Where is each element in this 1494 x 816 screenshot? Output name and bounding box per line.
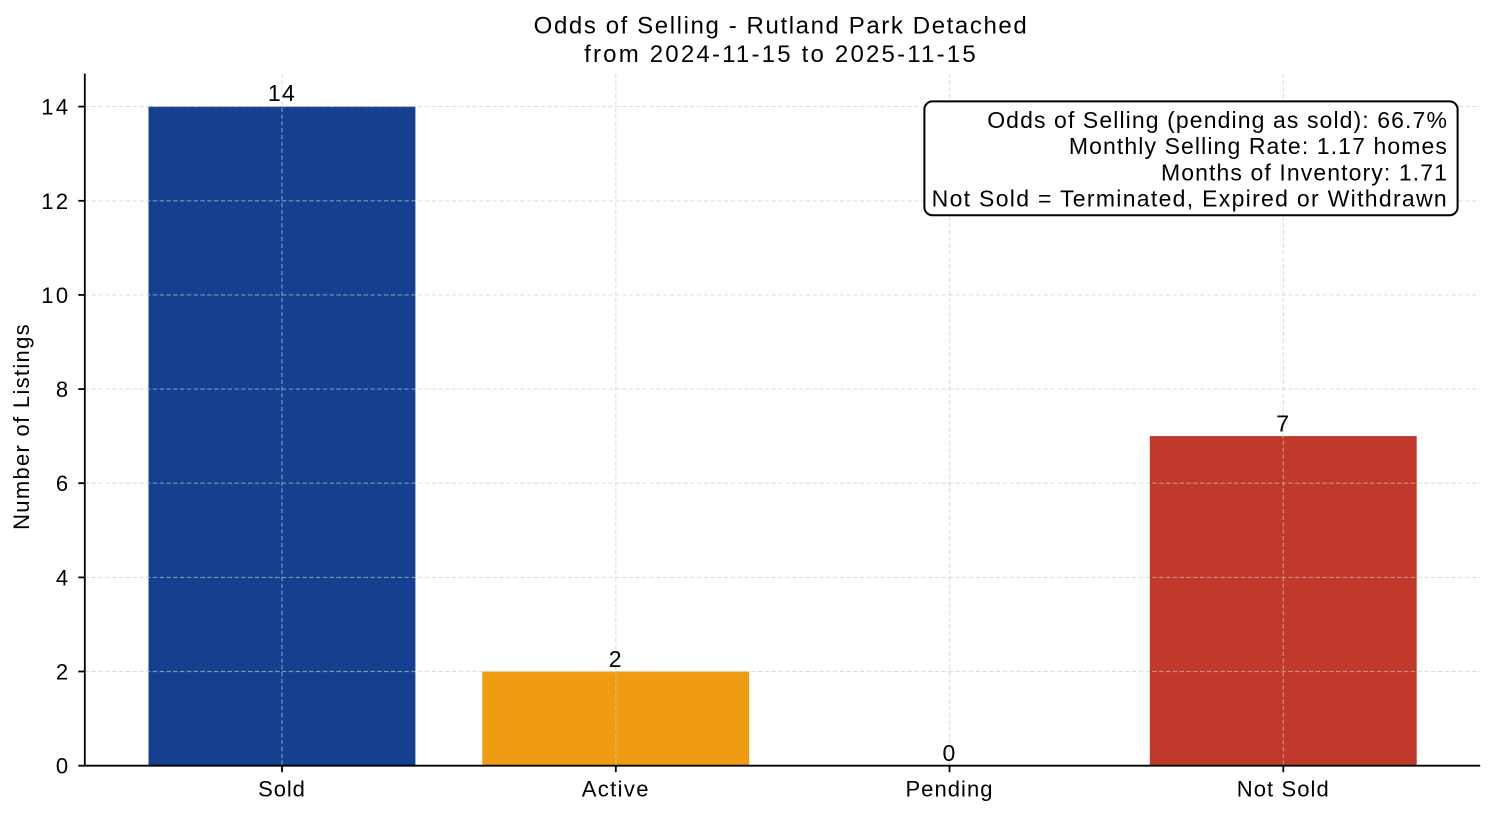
svg-text:14: 14	[41, 95, 70, 120]
svg-text:12: 12	[41, 189, 70, 214]
svg-text:Odds of Selling - Rutland Park: Odds of Selling - Rutland Park Detached	[534, 13, 1029, 40]
svg-text:Not Sold: Not Sold	[1237, 777, 1330, 802]
svg-text:Odds of Selling (pending as so: Odds of Selling (pending as sold): 66.7%	[987, 107, 1448, 133]
svg-text:0: 0	[942, 740, 956, 766]
svg-text:14: 14	[268, 80, 296, 106]
svg-text:8: 8	[56, 377, 71, 402]
svg-text:from 2024-11-15 to 2025-11-15: from 2024-11-15 to 2025-11-15	[584, 41, 978, 68]
svg-text:4: 4	[56, 565, 71, 590]
svg-text:Active: Active	[582, 777, 650, 802]
svg-text:Number of Listings: Number of Listings	[9, 323, 34, 530]
svg-text:7: 7	[1276, 411, 1290, 437]
svg-text:Monthly Selling Rate: 1.17 hom: Monthly Selling Rate: 1.17 homes	[1069, 133, 1448, 159]
svg-text:2: 2	[56, 660, 71, 685]
svg-text:2: 2	[609, 646, 623, 672]
svg-text:6: 6	[56, 471, 71, 496]
svg-text:Not Sold = Terminated, Expired: Not Sold = Terminated, Expired or Withdr…	[932, 186, 1448, 212]
svg-text:Pending: Pending	[905, 777, 993, 802]
svg-text:Sold: Sold	[258, 777, 306, 802]
svg-text:10: 10	[41, 283, 70, 308]
svg-text:0: 0	[56, 754, 71, 779]
svg-text:Months of Inventory: 1.71: Months of Inventory: 1.71	[1161, 159, 1448, 185]
